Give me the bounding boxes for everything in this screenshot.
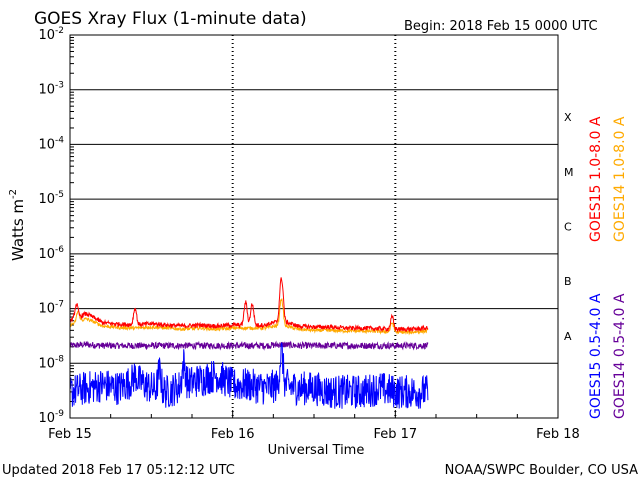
y-tick-label: 10-8 bbox=[38, 354, 64, 371]
begin-label: Begin: 2018 Feb 15 0000 UTC bbox=[404, 19, 598, 34]
legend-goes15-long: GOES15 1.0-8.0 A bbox=[588, 116, 604, 242]
y-tick-label: 10-3 bbox=[38, 81, 64, 98]
legend-goes14-short: GOES14 0.5-4.0 A bbox=[612, 293, 628, 419]
y-tick-label: 10-4 bbox=[38, 135, 64, 152]
x-tick-label: Feb 15 bbox=[48, 427, 92, 442]
flare-class-label: X bbox=[564, 111, 572, 124]
y-axis-label: Watts m-2 bbox=[8, 189, 27, 261]
flare-class-label: C bbox=[564, 221, 572, 234]
data-layer bbox=[69, 277, 429, 409]
grid-layer bbox=[69, 35, 559, 418]
y-tick-labels: 10-9 10-8 10-7 10-6 10-5 10-4 10-3 10-2 bbox=[38, 26, 64, 426]
flare-class-label: A bbox=[564, 330, 572, 343]
x-tick-label: Feb 18 bbox=[536, 427, 580, 442]
series-line bbox=[69, 298, 429, 336]
y-tick-label: 10-5 bbox=[38, 190, 64, 207]
y-tick-label: 10-9 bbox=[38, 409, 64, 426]
series-line bbox=[69, 342, 429, 409]
chart-title: GOES Xray Flux (1-minute data) bbox=[34, 9, 307, 29]
legend-goes15-short: GOES15 0.5-4.0 A bbox=[588, 293, 604, 419]
x-tick-label: Feb 17 bbox=[373, 427, 417, 442]
updated-timestamp: Updated 2018 Feb 17 05:12:12 UTC bbox=[2, 463, 235, 478]
x-tick-labels: Feb 15 Feb 16 Feb 17 Feb 18 bbox=[48, 427, 580, 442]
flare-class-label: M bbox=[564, 166, 574, 179]
x-tick-label: Feb 16 bbox=[211, 427, 255, 442]
credit-text: NOAA/SWPC Boulder, CO USA bbox=[445, 463, 638, 478]
y-tick-label: 10-6 bbox=[38, 245, 64, 262]
y-tick-label: 10-7 bbox=[38, 300, 64, 317]
legend-goes14-long: GOES14 1.0-8.0 A bbox=[612, 116, 628, 242]
flare-class-label: B bbox=[564, 275, 572, 288]
flare-class-labels: X M C B A bbox=[564, 111, 574, 343]
y-tick-label: 10-2 bbox=[38, 26, 64, 43]
x-axis-label: Universal Time bbox=[268, 443, 365, 458]
plot-frame bbox=[69, 34, 559, 419]
series-line bbox=[69, 340, 429, 351]
series-line bbox=[69, 277, 429, 333]
